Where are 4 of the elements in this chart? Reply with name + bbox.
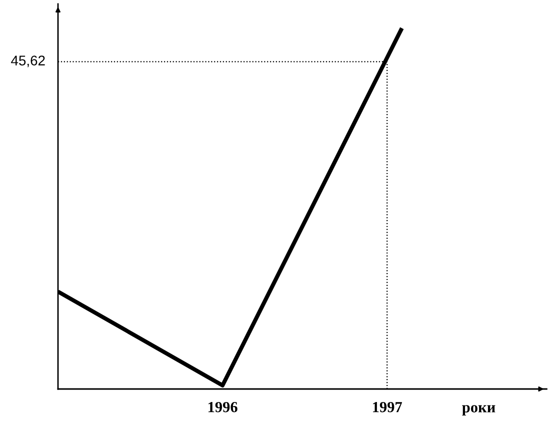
x-axis-title: роки bbox=[462, 405, 496, 416]
x-tick-label: 1996 bbox=[208, 402, 238, 412]
x-tick-label: 1997 bbox=[373, 402, 402, 412]
text: 45,62 bbox=[11, 56, 45, 68]
